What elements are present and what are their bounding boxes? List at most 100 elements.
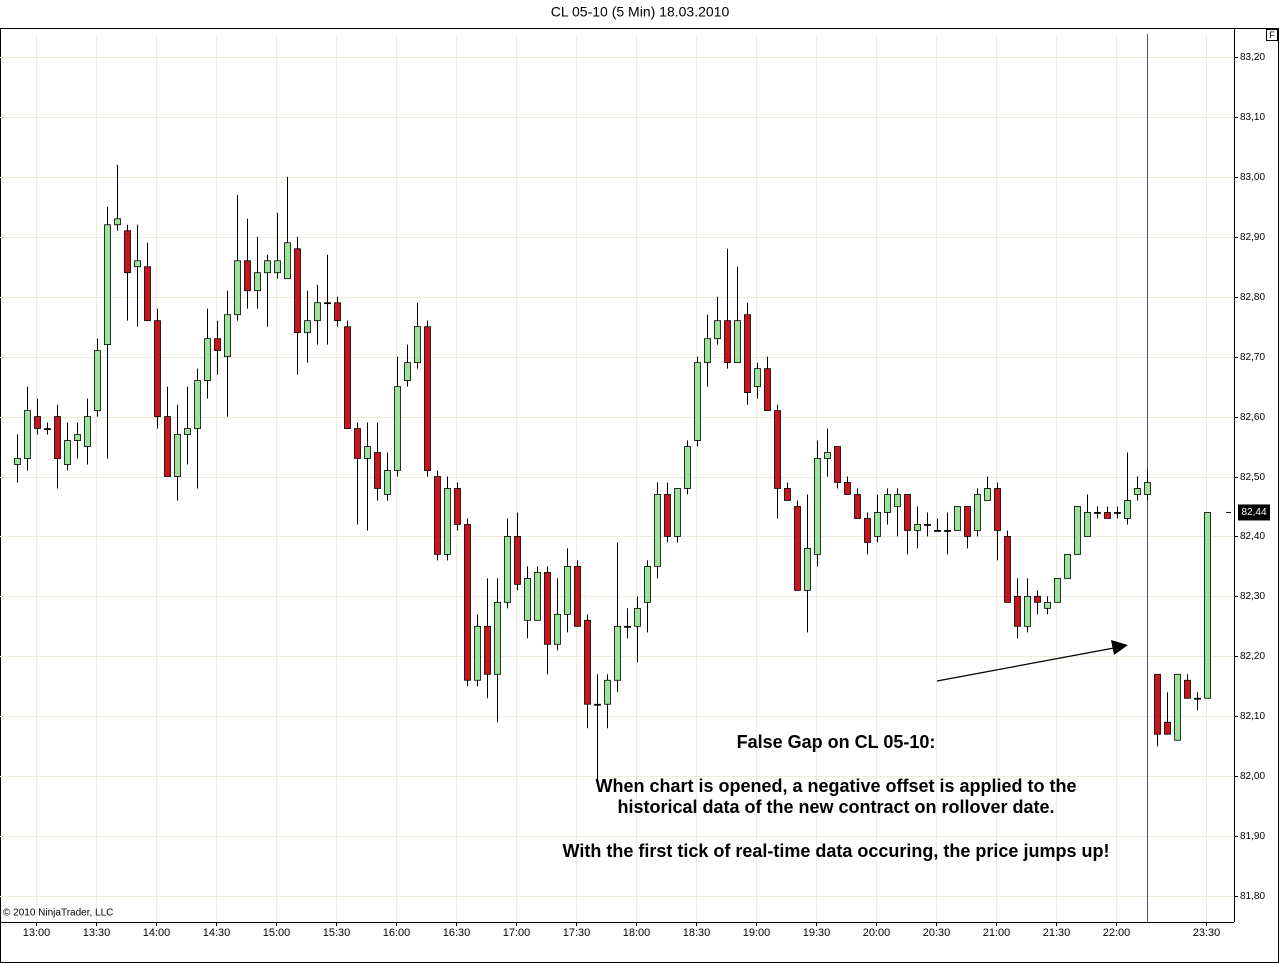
candle-body <box>904 494 911 531</box>
candle-body <box>134 260 141 268</box>
panel-button-label[interactable]: F <box>1269 30 1275 40</box>
x-tick-label: 20:00 <box>863 927 891 939</box>
candle-body <box>634 607 641 627</box>
candle-body <box>284 242 291 280</box>
y-tick-label: 82,90 <box>1240 232 1265 243</box>
candle-body <box>474 625 481 681</box>
candle-body <box>94 350 101 411</box>
candle-body <box>1134 488 1141 495</box>
candle-body <box>394 386 401 471</box>
candle-body <box>454 488 461 525</box>
candle-body <box>274 260 281 274</box>
candle-body <box>1104 512 1111 519</box>
annotation-line: historical data of the new contract on r… <box>617 797 1054 817</box>
annotation-title: False Gap on CL 05-10: <box>737 732 936 752</box>
candle-body <box>964 506 971 537</box>
y-tick-label: 81,90 <box>1240 831 1265 842</box>
candle-body <box>174 434 181 477</box>
x-tick-label: 23:30 <box>1193 927 1221 939</box>
candle-body <box>684 446 691 489</box>
candle-body <box>244 260 251 292</box>
candle-body <box>1174 673 1181 741</box>
candle-body <box>594 703 601 706</box>
candle-body <box>564 566 571 615</box>
candle-body <box>1144 482 1151 495</box>
arrow-head <box>1111 640 1128 655</box>
candle-body <box>914 524 921 531</box>
candle-body <box>624 625 631 628</box>
y-tick-label: 82,00 <box>1240 771 1265 782</box>
candle-body <box>664 494 671 537</box>
candle-body <box>364 446 371 459</box>
candle-body <box>654 494 661 567</box>
candle-body <box>24 410 31 459</box>
candle-body <box>144 266 151 322</box>
candle-body <box>754 368 761 387</box>
x-tick-label: 16:00 <box>383 927 411 939</box>
candle-body <box>44 428 51 430</box>
y-tick-label: 82,50 <box>1240 472 1265 483</box>
x-tick-label: 16:30 <box>443 927 471 939</box>
candle-body <box>504 536 511 603</box>
candle-body <box>824 452 831 459</box>
candle-body <box>404 362 411 382</box>
candle-body <box>1164 721 1171 735</box>
x-tick-label: 21:00 <box>983 927 1011 939</box>
candle-body <box>674 488 681 537</box>
candle-body <box>954 506 961 531</box>
candle-body <box>204 338 211 382</box>
candle-body <box>104 224 111 346</box>
y-tick-label: 81,80 <box>1240 891 1265 902</box>
y-tick-label: 82,70 <box>1240 352 1265 363</box>
candle-body <box>314 302 321 322</box>
candle-body <box>844 482 851 495</box>
candle-body <box>124 230 131 274</box>
candle-body <box>374 452 381 489</box>
candle-body <box>1014 595 1021 627</box>
candle-body <box>1184 679 1191 699</box>
candle-body <box>444 488 451 555</box>
y-tick-label: 82,20 <box>1240 651 1265 662</box>
candle-body <box>1204 512 1211 699</box>
candle-body <box>214 338 221 352</box>
candle-body <box>484 625 491 675</box>
y-tick-label: 83,20 <box>1240 52 1265 63</box>
candle-body <box>464 524 471 681</box>
candle-body <box>414 326 421 364</box>
candle-body <box>794 506 801 591</box>
candle-body <box>884 494 891 513</box>
y-tick-label: 82,40 <box>1240 531 1265 542</box>
candle-body <box>164 416 171 477</box>
candle-body <box>944 530 951 532</box>
candle-body <box>1124 500 1131 519</box>
candle-body <box>974 494 981 531</box>
x-tick-label: 14:30 <box>203 927 231 939</box>
x-tick-label: 21:30 <box>1043 927 1071 939</box>
y-tick-label: 82,30 <box>1240 591 1265 602</box>
candle-body <box>1114 512 1121 514</box>
candle-body <box>34 416 41 429</box>
copyright: © 2010 NinjaTrader, LLC <box>3 908 113 919</box>
x-tick-label: 19:30 <box>803 927 831 939</box>
candle-body <box>864 518 871 543</box>
candle-body <box>1194 697 1201 700</box>
last-price-label: 82,44 <box>1241 507 1266 518</box>
candle-body <box>1054 577 1061 603</box>
candle-body <box>14 458 21 465</box>
candle-body <box>514 536 521 585</box>
last-price-box <box>1238 504 1270 521</box>
candle-body <box>384 470 391 495</box>
panel-button[interactable] <box>1266 29 1278 41</box>
candle-body <box>924 524 931 526</box>
candle-body <box>994 488 1001 531</box>
candle-body <box>64 440 71 465</box>
candle-body <box>1024 595 1031 627</box>
candle-body <box>834 446 841 483</box>
y-tick-label: 83,00 <box>1240 172 1265 183</box>
candle-body <box>334 302 341 322</box>
candle-body <box>894 494 901 507</box>
candle-body <box>74 434 81 441</box>
candle-body <box>294 248 301 334</box>
candle-body <box>574 566 581 627</box>
